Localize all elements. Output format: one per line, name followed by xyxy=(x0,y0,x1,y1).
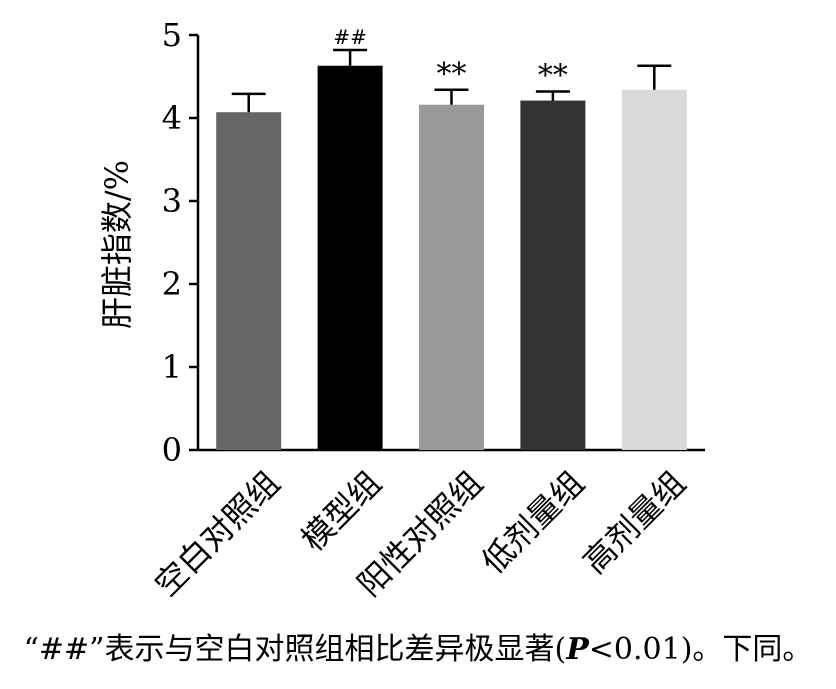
significance-label: ** xyxy=(538,58,568,93)
note-prefix: “##”表示与空白对照组相比差异极显著( xyxy=(23,632,567,667)
x-tick-label: 模型组 xyxy=(294,464,389,559)
bar xyxy=(216,112,282,450)
y-tick-label: 5 xyxy=(162,16,182,54)
y-tick-label: 1 xyxy=(162,348,182,386)
y-axis: 0 1 2 3 4 5 xyxy=(162,16,200,469)
significance-annotations: ## ** ** xyxy=(333,25,568,94)
x-tick-label: 高剂量组 xyxy=(576,464,693,581)
y-tick-label: 0 xyxy=(162,431,182,469)
y-axis-label: 肝脏指数/% xyxy=(98,160,136,329)
significance-label: ## xyxy=(333,25,367,49)
significance-label: ** xyxy=(437,57,467,92)
bars xyxy=(216,65,687,451)
figure-note: “##”表示与空白对照组相比差异极显著(P<0.01)。下同。 xyxy=(0,630,836,670)
y-tick-label: 2 xyxy=(162,265,182,303)
note-suffix: <0.01)。下同。 xyxy=(588,632,813,667)
y-tick-label: 3 xyxy=(162,182,182,220)
x-tick-label: 低剂量组 xyxy=(474,464,591,581)
bar xyxy=(419,104,484,450)
note-p-symbol: P xyxy=(566,632,589,667)
x-tick-label: 空白对照组 xyxy=(147,464,287,604)
bar xyxy=(621,89,687,450)
bar xyxy=(520,100,586,450)
error-bars xyxy=(231,48,672,113)
y-tick-label: 4 xyxy=(162,99,182,137)
bar xyxy=(317,65,383,451)
